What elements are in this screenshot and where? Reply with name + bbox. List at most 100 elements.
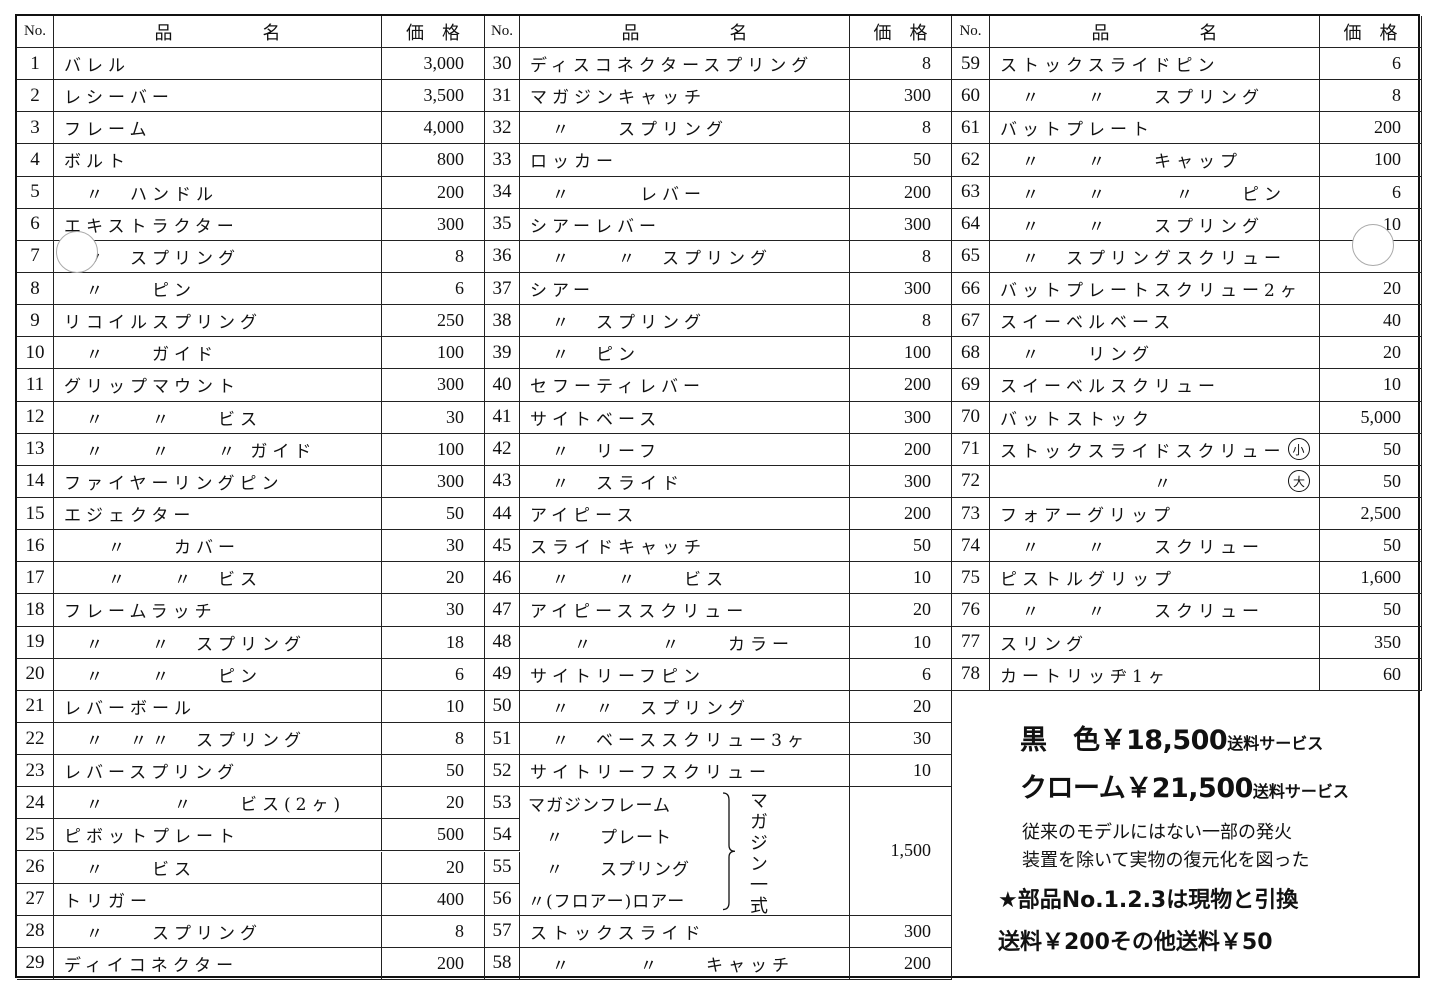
item-number: 29 — [17, 947, 54, 981]
item-price: 50 — [850, 144, 952, 177]
item-price: 8 — [850, 48, 952, 81]
item-price: 3,500 — [382, 80, 485, 113]
item-name: バットプレート — [990, 112, 1320, 145]
item-name-text: 〃 スライド — [530, 473, 684, 494]
item-price: 8 — [850, 240, 952, 273]
item-price: 60 — [1320, 658, 1422, 691]
item-name-text: ディイコネクター — [64, 955, 239, 976]
item-name: 〃 スプリング — [520, 305, 850, 338]
item-price: 300 — [850, 80, 952, 113]
item-price: 6 — [382, 272, 485, 306]
item-number: 37 — [485, 272, 520, 306]
item-name-text: ピストルグリップ — [1000, 570, 1176, 591]
item-name-text: バレル — [64, 56, 130, 77]
item-price: 8 — [382, 722, 485, 756]
item-name: レバースプリング — [54, 755, 382, 788]
item-name-text: 〃 〃 キャッチ — [530, 955, 794, 976]
item-number: 65 — [952, 240, 990, 273]
item-name: マガジンキャッチ — [520, 80, 850, 113]
item-name: セフーティレバー — [520, 369, 850, 402]
item-price: 400 — [382, 883, 485, 916]
item-name: サイトリーフピン — [520, 658, 850, 691]
item-name-text: フレーム — [64, 120, 152, 141]
item-name: 〃 〃 キャッチ — [520, 947, 850, 981]
item-price: 6 — [1320, 176, 1422, 209]
header-no: No. — [17, 16, 54, 48]
header-name: 品 名 — [54, 16, 382, 48]
item-price: 200 — [1320, 112, 1422, 145]
item-name: 〃(フロアー)ロアー — [528, 892, 686, 913]
item-price: 4,000 — [382, 112, 485, 145]
item-name: ストックスライド — [520, 915, 850, 948]
black-price: ￥18,500 — [1099, 725, 1228, 756]
item-number: 70 — [952, 401, 990, 434]
black-label: 黒 色 — [1020, 725, 1100, 756]
item-price: 8 — [382, 240, 485, 273]
item-name-text: ファイヤーリングピン — [64, 473, 284, 494]
item-number: 51 — [485, 722, 520, 756]
item-name: カートリッヂ1ヶ — [990, 658, 1320, 691]
item-number: 24 — [17, 787, 54, 820]
item-price: 200 — [850, 433, 952, 466]
item-name-text: ピボットプレート — [64, 827, 240, 848]
item-number: 57 — [485, 915, 520, 948]
shipping-note: 送料￥200その他送料￥50 — [998, 930, 1273, 955]
item-number: 61 — [952, 112, 990, 145]
item-price: 18 — [382, 626, 485, 659]
item-name: 〃 ハンドル — [54, 176, 382, 209]
header-price: 価 格 — [850, 16, 952, 48]
item-price: 20 — [850, 690, 952, 723]
header-name: 品 名 — [520, 16, 850, 48]
item-price: 800 — [382, 144, 485, 177]
item-name: グリップマウント — [54, 369, 382, 402]
item-price: 200 — [382, 176, 485, 209]
item-name-text: バットプレートスクリュー2ヶ — [1000, 281, 1302, 302]
magazine-set-price: 1,500 — [850, 787, 952, 916]
item-price — [1320, 240, 1422, 273]
item-number: 34 — [485, 176, 520, 209]
item-price: 300 — [382, 208, 485, 241]
item-name: 〃 ビス — [54, 851, 382, 884]
item-name-text: カートリッヂ1ヶ — [1000, 666, 1170, 687]
item-name: 〃 〃 〃 ピン — [990, 176, 1320, 209]
item-number: 44 — [485, 497, 520, 531]
item-price: 30 — [382, 594, 485, 627]
item-price: 500 — [382, 819, 485, 852]
item-number: 64 — [952, 208, 990, 241]
item-name-text: スイーベルスクリュー — [1000, 377, 1220, 398]
item-name: 〃 スライド — [520, 465, 850, 498]
item-number: 22 — [17, 722, 54, 756]
item-name: バットプレートスクリュー2ヶ — [990, 272, 1320, 306]
item-price: 2,500 — [1320, 497, 1422, 531]
item-number: 74 — [952, 530, 990, 563]
item-name-text: 〃 〃 スプリング — [1000, 216, 1264, 237]
item-name: 〃 〃 スプリング — [520, 240, 850, 273]
item-number: 18 — [17, 594, 54, 627]
item-name-text: 〃 〃 ビス(2ヶ) — [64, 795, 346, 816]
item-price: 50 — [382, 497, 485, 531]
header-name: 品 名 — [990, 16, 1320, 48]
item-name: ストックスライドピン — [990, 48, 1320, 81]
item-name: フォアーグリップ — [990, 497, 1320, 531]
item-number: 67 — [952, 305, 990, 338]
item-name-text: シアーレバー — [530, 216, 661, 237]
item-name: 〃 ガイド — [54, 337, 382, 370]
item-name: 〃 スプリング — [528, 860, 690, 881]
item-name: 〃 レバー — [520, 176, 850, 209]
item-name: リコイルスプリング — [54, 305, 382, 338]
item-name: ディスコネクタースプリング — [520, 48, 850, 81]
item-name: 〃 〃 ビス — [54, 562, 382, 595]
item-name-text: エジェクター — [64, 506, 196, 527]
item-name-text: ボルト — [64, 152, 130, 173]
item-price: 50 — [1320, 465, 1422, 498]
item-number: 69 — [952, 369, 990, 402]
item-price: 40 — [1320, 305, 1422, 338]
item-number: 41 — [485, 401, 520, 434]
item-price: 30 — [382, 401, 485, 434]
item-name: 〃 〃 〃 ガイド — [54, 433, 382, 466]
item-name: 〃 カバー — [54, 530, 382, 563]
item-price: 10 — [382, 690, 485, 723]
item-name-text: 〃 — [1000, 473, 1286, 494]
item-name-text: 〃 〃 〃 ガイド — [64, 441, 317, 462]
item-name: レシーバー — [54, 80, 382, 113]
